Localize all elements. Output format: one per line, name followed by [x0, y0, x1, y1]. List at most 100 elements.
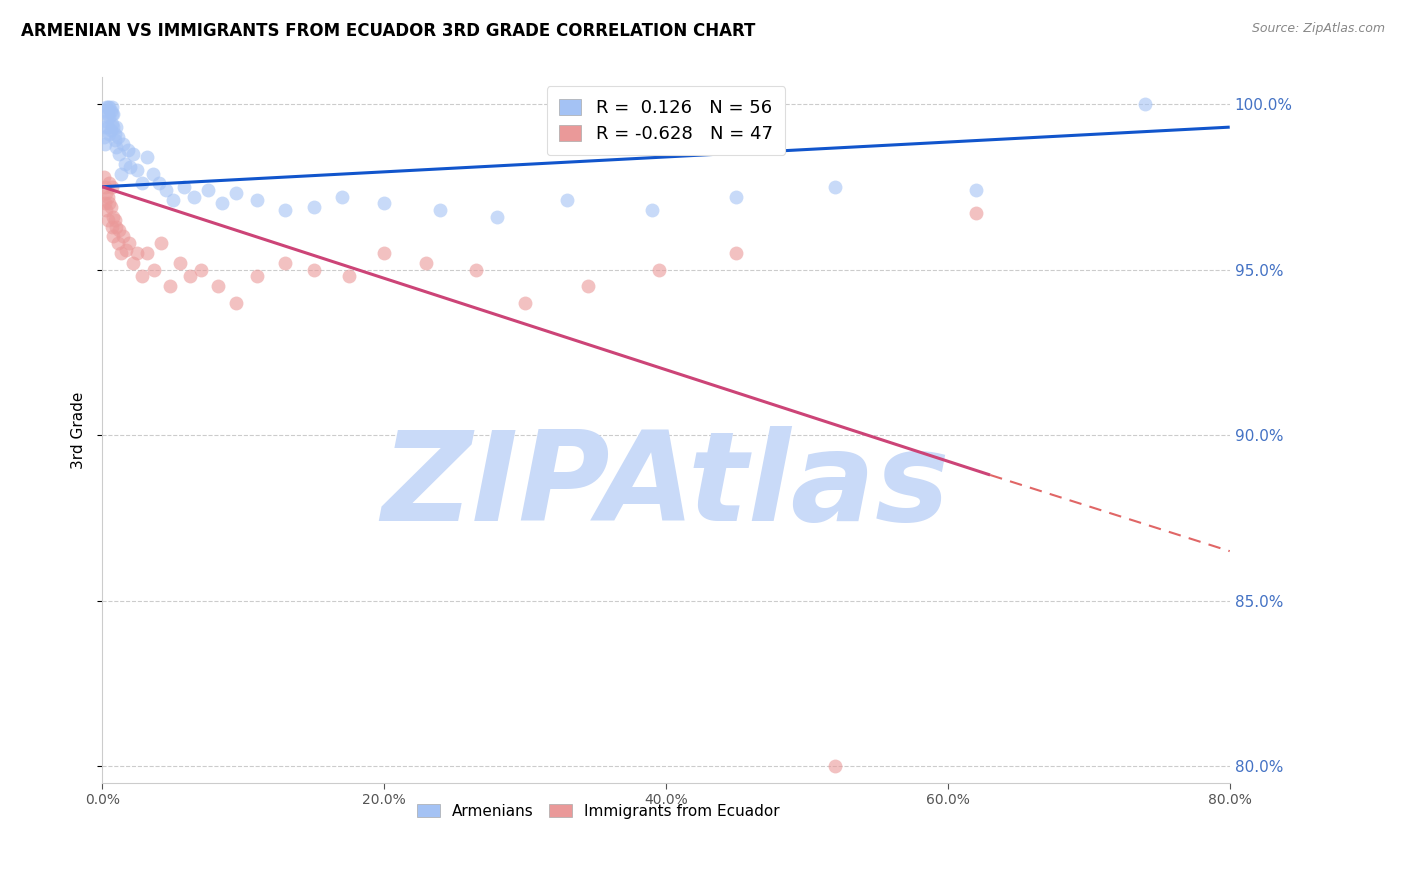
Point — [100, 103, 122, 118]
Legend: Armenians, Immigrants from Ecuador: Armenians, Immigrants from Ecuador — [411, 797, 786, 825]
Point — [108, 223, 131, 237]
Point — [110, 167, 132, 181]
Point — [100, 200, 122, 214]
Point — [648, 262, 671, 277]
Point — [824, 759, 846, 773]
Point — [103, 210, 125, 224]
Point — [142, 167, 165, 181]
Point — [120, 160, 142, 174]
Point — [211, 196, 233, 211]
Point — [122, 256, 145, 270]
Point — [513, 295, 536, 310]
Point — [162, 193, 184, 207]
Point — [415, 256, 437, 270]
Point — [555, 193, 578, 207]
Point — [150, 236, 173, 251]
Point — [96, 103, 118, 118]
Point — [136, 246, 159, 260]
Point — [105, 219, 128, 234]
Point — [97, 213, 120, 227]
Point — [225, 295, 247, 310]
Point — [101, 117, 124, 131]
Point — [485, 210, 508, 224]
Point — [98, 196, 121, 211]
Point — [965, 206, 987, 220]
Point — [97, 120, 120, 135]
Text: Source: ZipAtlas.com: Source: ZipAtlas.com — [1251, 22, 1385, 36]
Point — [108, 146, 131, 161]
Point — [101, 219, 124, 234]
Point — [274, 202, 297, 217]
Point — [179, 269, 201, 284]
Point — [725, 190, 748, 204]
Point — [101, 179, 124, 194]
Point — [98, 127, 121, 141]
Point — [105, 140, 128, 154]
Point — [824, 179, 846, 194]
Point — [337, 269, 360, 284]
Point — [96, 186, 118, 201]
Point — [118, 236, 141, 251]
Point — [148, 177, 170, 191]
Point — [155, 183, 177, 197]
Point — [197, 183, 219, 197]
Point — [127, 163, 149, 178]
Point — [98, 110, 121, 124]
Point — [101, 107, 124, 121]
Point — [143, 262, 166, 277]
Point — [1133, 97, 1156, 112]
Point — [169, 256, 191, 270]
Point — [107, 236, 129, 251]
Point — [93, 169, 115, 184]
Y-axis label: 3rd Grade: 3rd Grade — [72, 392, 86, 469]
Point — [136, 150, 159, 164]
Point — [98, 100, 121, 114]
Point — [94, 196, 117, 211]
Point — [117, 144, 139, 158]
Point — [104, 133, 127, 147]
Point — [159, 279, 181, 293]
Point — [330, 190, 353, 204]
Point — [101, 100, 124, 114]
Text: ZIPAtlas: ZIPAtlas — [381, 426, 950, 547]
Point — [302, 200, 325, 214]
Point — [429, 202, 451, 217]
Point — [94, 179, 117, 194]
Point — [173, 179, 195, 194]
Point — [104, 213, 127, 227]
Point — [641, 202, 664, 217]
Point — [373, 246, 395, 260]
Point — [115, 243, 138, 257]
Point — [190, 262, 212, 277]
Point — [246, 193, 269, 207]
Point — [302, 262, 325, 277]
Point — [965, 183, 987, 197]
Point — [110, 246, 132, 260]
Point — [127, 246, 149, 260]
Point — [97, 190, 120, 204]
Point — [94, 136, 117, 151]
Point — [93, 130, 115, 145]
Point — [207, 279, 229, 293]
Point — [103, 120, 125, 135]
Point — [464, 262, 486, 277]
Text: ARMENIAN VS IMMIGRANTS FROM ECUADOR 3RD GRADE CORRELATION CHART: ARMENIAN VS IMMIGRANTS FROM ECUADOR 3RD … — [21, 22, 755, 40]
Point — [94, 120, 117, 135]
Point — [246, 269, 269, 284]
Point — [122, 146, 145, 161]
Point — [104, 127, 127, 141]
Point — [100, 123, 122, 137]
Point — [183, 190, 205, 204]
Point — [112, 136, 135, 151]
Point — [274, 256, 297, 270]
Point — [105, 120, 128, 135]
Point — [578, 279, 600, 293]
Point — [225, 186, 247, 201]
Point — [112, 229, 135, 244]
Point — [96, 113, 118, 128]
Point — [103, 229, 125, 244]
Point — [97, 107, 120, 121]
Point — [103, 107, 125, 121]
Point — [107, 130, 129, 145]
Point — [373, 196, 395, 211]
